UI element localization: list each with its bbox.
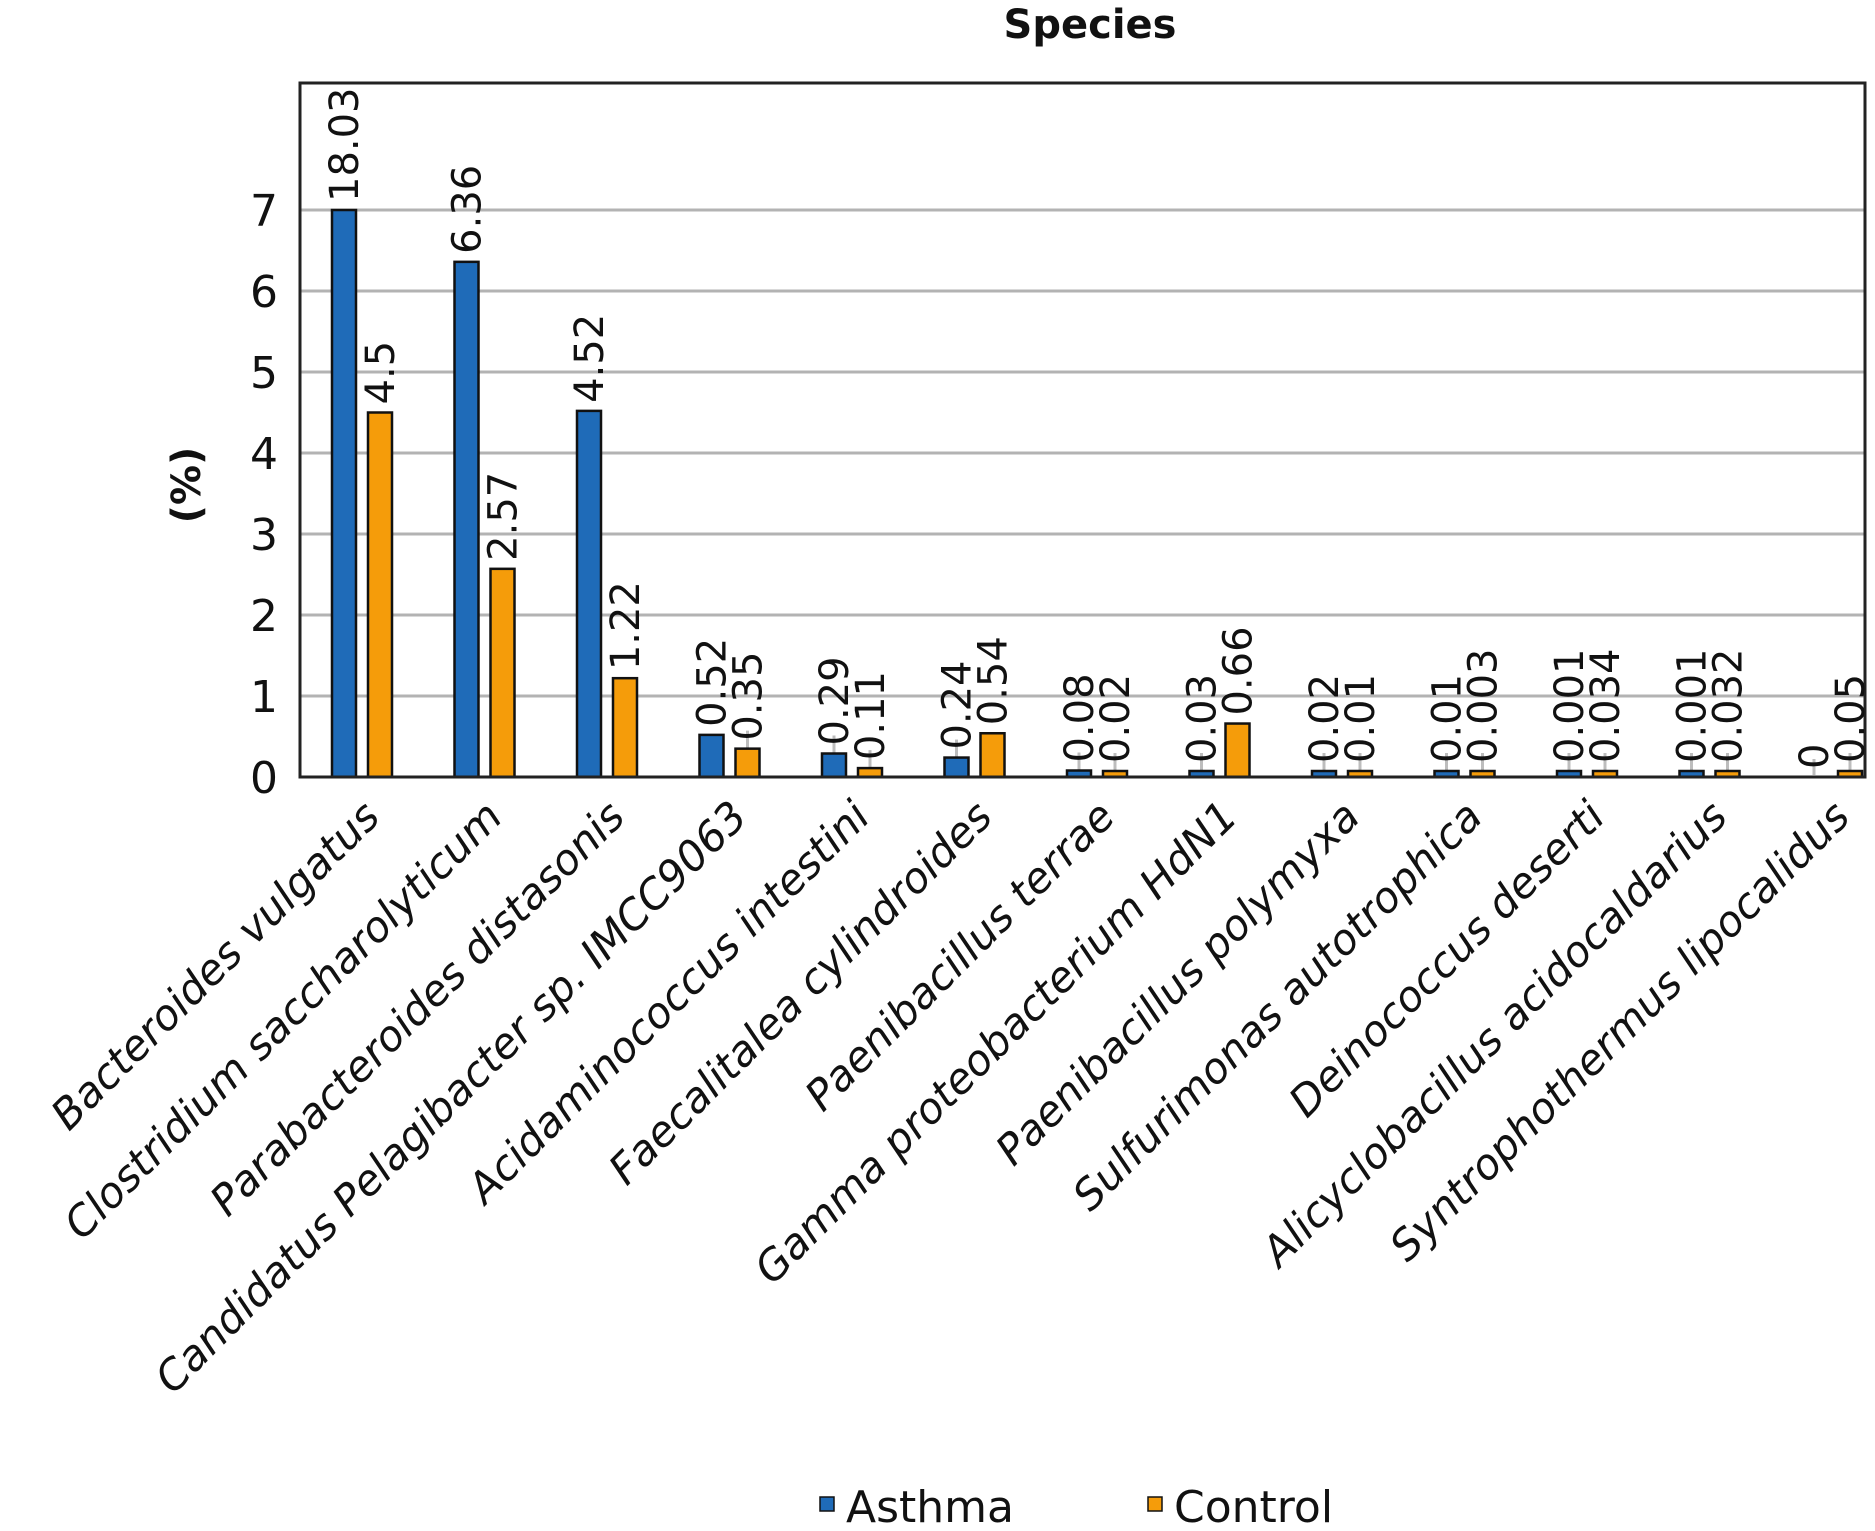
data-label-asthma: 0.001 bbox=[1670, 648, 1716, 763]
bar-control bbox=[734, 747, 761, 779]
bar-asthma bbox=[943, 756, 970, 779]
data-label-control: 0.003 bbox=[1461, 648, 1507, 763]
bar-asthma bbox=[820, 752, 848, 779]
bar-control bbox=[611, 676, 639, 779]
bar-control bbox=[1224, 722, 1251, 779]
y-tick-label: 6 bbox=[250, 267, 278, 318]
y-tick-label: 0 bbox=[250, 753, 278, 804]
data-label-control: 2.57 bbox=[481, 472, 527, 561]
data-label-control: 1.22 bbox=[603, 581, 649, 670]
data-label-asthma: 0.08 bbox=[1057, 673, 1103, 762]
data-label-asthma: 4.52 bbox=[567, 314, 613, 403]
y-tick-label: 7 bbox=[250, 186, 278, 237]
data-label-asthma: 0.01 bbox=[1425, 674, 1471, 763]
y-tick-label: 1 bbox=[250, 672, 278, 723]
data-label-control: 0.66 bbox=[1216, 626, 1262, 715]
legend-label-asthma: Asthma bbox=[846, 1482, 1014, 1526]
bar-asthma bbox=[698, 733, 725, 779]
data-label-control: 0.032 bbox=[1706, 648, 1752, 763]
bar-asthma bbox=[330, 208, 358, 779]
data-label-control: 0.05 bbox=[1828, 674, 1874, 763]
data-label-control: 0.54 bbox=[971, 636, 1017, 725]
legend: Asthma Control bbox=[819, 1482, 1333, 1531]
bar-asthma bbox=[453, 260, 480, 779]
y-tick-label: 3 bbox=[250, 510, 278, 561]
data-label-asthma: 0.24 bbox=[935, 660, 981, 749]
bar-asthma bbox=[575, 409, 603, 779]
category-label: Clostridium saccharolyticum bbox=[54, 791, 511, 1248]
data-label-asthma: 0 bbox=[1792, 744, 1838, 769]
data-label-asthma: 0.03 bbox=[1180, 674, 1226, 763]
data-label-asthma: 0.02 bbox=[1302, 674, 1348, 763]
data-label-control: 0.02 bbox=[1093, 674, 1139, 763]
bars-layer bbox=[330, 208, 1864, 779]
data-label-control: 4.5 bbox=[358, 341, 404, 405]
bar-control bbox=[979, 732, 1006, 779]
legend-swatch-control bbox=[1147, 1496, 1163, 1512]
data-label-control: 0.35 bbox=[726, 652, 772, 741]
data-label-control: 0.01 bbox=[1338, 674, 1384, 763]
y-tick-label: 5 bbox=[250, 348, 278, 399]
axis-layer: 0 1 2 3 4 5 6 7 bbox=[250, 81, 1867, 804]
legend-swatch-asthma bbox=[819, 1496, 835, 1512]
data-label-asthma: 0.52 bbox=[690, 638, 736, 727]
legend-label-control: Control bbox=[1174, 1482, 1333, 1526]
grid-layer bbox=[300, 208, 1865, 775]
data-label-control: 0.034 bbox=[1583, 648, 1629, 763]
y-axis-label: (%) bbox=[164, 447, 210, 524]
data-label-asthma: 0.29 bbox=[812, 656, 858, 745]
chart-title: Species bbox=[1004, 2, 1177, 48]
data-label-control: 0.11 bbox=[848, 671, 894, 760]
y-tick-label: 4 bbox=[250, 429, 278, 480]
y-tick-label: 2 bbox=[250, 591, 278, 642]
data-label-asthma: 6.36 bbox=[445, 165, 491, 254]
plot-frame bbox=[298, 81, 1867, 779]
bar-control bbox=[366, 411, 394, 779]
labels-layer: 18.03 4.5 6.36 2.57 4.52 1.22 0.520.35 0.290.11… bbox=[322, 87, 1874, 769]
data-label-asthma: 0.001 bbox=[1547, 648, 1593, 763]
bar-control bbox=[489, 567, 516, 779]
data-label-asthma: 18.03 bbox=[322, 87, 368, 202]
